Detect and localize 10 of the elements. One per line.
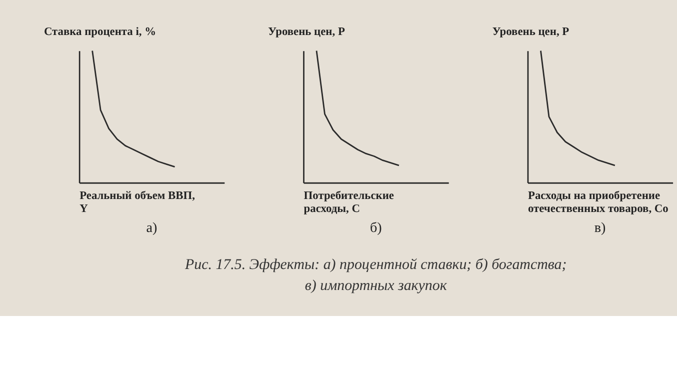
- y-axis-title: Уровень цен, Р: [268, 26, 345, 38]
- x-axis-title: Потребительские расходы, С: [304, 190, 394, 216]
- y-axis-title: Ставка процента i, %: [44, 26, 156, 38]
- text: а): [146, 220, 158, 236]
- text: Рис. 17.5. Эффекты: а) процентной ставки; б) богатства; в) импортных закупок: [184, 256, 567, 294]
- y-axis-title: Уровень цен, Р: [492, 26, 570, 38]
- text: в): [594, 220, 606, 236]
- x-axis-title: Расходы на приобретение отечественных товаров, Со: [528, 190, 669, 216]
- text: б): [370, 220, 382, 236]
- x-axis-title: Реальный объем ВВП, Y: [80, 190, 196, 216]
